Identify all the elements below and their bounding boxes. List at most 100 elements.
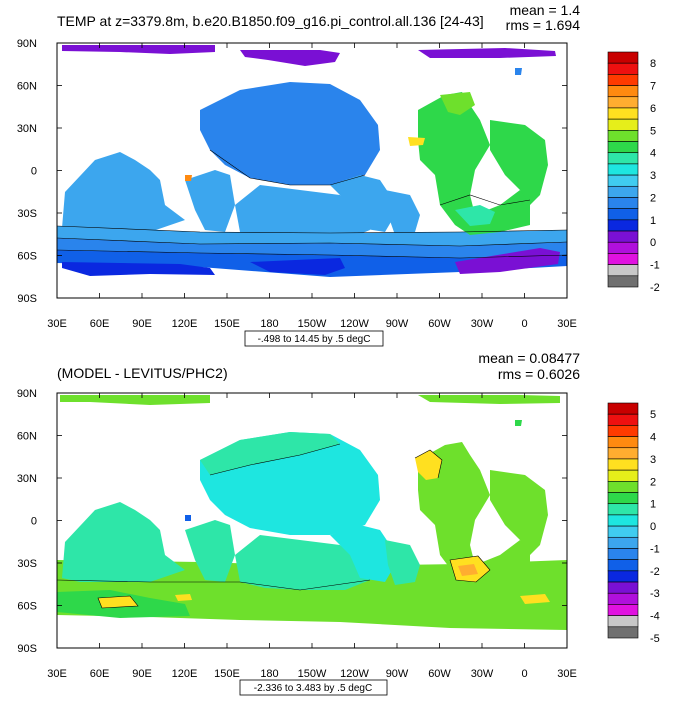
y-tick-label: 60N xyxy=(17,81,37,93)
x-tick-label: 90W xyxy=(386,318,409,330)
y-tick-label: 90S xyxy=(17,293,37,305)
map-region xyxy=(330,175,395,232)
map-region xyxy=(455,205,495,226)
map-region xyxy=(415,450,442,480)
map-region xyxy=(515,68,522,75)
x-tick-label: 90E xyxy=(132,668,152,680)
map-region xyxy=(520,594,550,604)
panel-2-field xyxy=(57,395,567,630)
map-region xyxy=(175,594,192,601)
colorbar-label: -3 xyxy=(650,588,660,600)
map-region xyxy=(200,82,380,185)
colorbar-label: -1 xyxy=(650,543,660,555)
map-region xyxy=(250,258,345,275)
colorbar-swatch xyxy=(607,264,639,277)
colorbar-swatch xyxy=(607,503,639,516)
colorbar-swatch xyxy=(607,163,639,176)
panel-2-colorbar: 5 4 3 2 1 0 -1 -2 -3 -4 -5 xyxy=(607,402,660,645)
colorbar-swatch xyxy=(607,107,639,120)
panel-2-range-note: -2.336 to 3.483 by .5 degC xyxy=(254,683,372,694)
colorbar-swatch xyxy=(607,51,639,64)
colorbar-swatch xyxy=(607,402,639,415)
colorbar-label: 5 xyxy=(650,409,656,421)
colorbar-swatch xyxy=(607,536,639,549)
colorbar-label: -2 xyxy=(650,282,660,294)
x-tick-label: 60W xyxy=(428,668,451,680)
colorbar-swatch xyxy=(607,253,639,265)
panel-1-rms: rms = 1.694 xyxy=(506,17,581,33)
contour-line xyxy=(57,225,567,234)
x-tick-label: 30W xyxy=(471,668,494,680)
panel-2-rms: rms = 0.6026 xyxy=(498,366,580,382)
map-region xyxy=(418,92,530,235)
panel-2-contours xyxy=(57,443,491,609)
colorbar-swatch xyxy=(607,62,639,75)
x-tick-label: 60E xyxy=(90,668,110,680)
map-region xyxy=(235,535,370,590)
colorbar-swatch xyxy=(607,525,639,538)
colorbar-label: 7 xyxy=(650,81,656,93)
y-tick-label: 90N xyxy=(17,388,37,400)
map-region xyxy=(62,502,185,582)
colorbar-swatch xyxy=(607,581,639,594)
colorbar-swatch xyxy=(607,604,639,616)
colorbar-swatch xyxy=(607,275,639,288)
map-region xyxy=(458,564,478,576)
x-tick-label: 120E xyxy=(172,318,198,330)
colorbar-label: 2 xyxy=(650,192,656,204)
panel-2: (MODEL - LEVITUS/PHC2) mean = 0.08477 rm… xyxy=(17,350,660,696)
map-region xyxy=(57,238,567,258)
colorbar-swatch xyxy=(607,74,639,86)
colorbar-swatch xyxy=(607,141,639,154)
colorbar-swatch xyxy=(607,626,639,639)
contour-line xyxy=(414,449,443,479)
map-region xyxy=(62,45,215,54)
colorbar-swatch xyxy=(607,130,639,142)
x-tick-label: 180 xyxy=(260,668,278,680)
panel-1-range-box xyxy=(244,330,384,347)
colorbar-label: 0 xyxy=(650,521,656,533)
colorbar-swatch xyxy=(607,447,639,460)
map-region xyxy=(408,137,425,146)
panel-2-x-axis: 30E 60E 90E 120E 150E 180 150W 120W 90W 60W 30W 0 30… xyxy=(47,393,577,680)
colorbar-swatch xyxy=(607,241,639,254)
panel-1-title: TEMP at z=3379.8m, b.e20.B1850.f09_g16.p… xyxy=(57,13,484,29)
x-tick-label: 150W xyxy=(298,668,327,680)
colorbar-swatch xyxy=(607,230,639,243)
colorbar-swatch xyxy=(607,481,639,493)
x-tick-label: 30W xyxy=(471,318,494,330)
colorbar-swatch xyxy=(607,458,639,471)
panel-1-field xyxy=(57,45,567,277)
map-region xyxy=(418,442,530,585)
x-tick-label: 60E xyxy=(90,318,110,330)
colorbar-swatch xyxy=(607,492,639,505)
colorbar-label: 2 xyxy=(650,476,656,488)
colorbar-swatch xyxy=(607,425,639,437)
map-region xyxy=(185,170,235,232)
map-region xyxy=(455,248,560,274)
colorbar-label: 5 xyxy=(650,125,656,137)
contour-line xyxy=(57,249,567,259)
y-tick-label: 30S xyxy=(17,558,37,570)
colorbar-swatch xyxy=(607,152,639,165)
x-tick-label: 150E xyxy=(214,318,240,330)
colorbar-swatch xyxy=(607,197,639,209)
map-region xyxy=(185,515,191,521)
colorbar-swatch xyxy=(607,208,639,221)
colorbar-label: -4 xyxy=(650,611,660,623)
x-tick-label: 90W xyxy=(386,668,409,680)
colorbar-swatch xyxy=(607,174,639,187)
map-region xyxy=(490,470,548,555)
map-region xyxy=(185,175,192,181)
y-tick-label: 60N xyxy=(17,431,37,443)
colorbar-label: 1 xyxy=(650,215,656,227)
x-tick-label: 120W xyxy=(340,318,369,330)
colorbar-label: 6 xyxy=(650,103,656,115)
colorbar-swatch xyxy=(607,514,639,527)
panel-2-range-box xyxy=(239,679,388,696)
map-region xyxy=(240,50,340,66)
panel-1-contours xyxy=(57,149,567,259)
contour-line xyxy=(449,555,491,583)
colorbar-swatch xyxy=(607,85,639,98)
colorbar-label: 4 xyxy=(650,148,656,160)
